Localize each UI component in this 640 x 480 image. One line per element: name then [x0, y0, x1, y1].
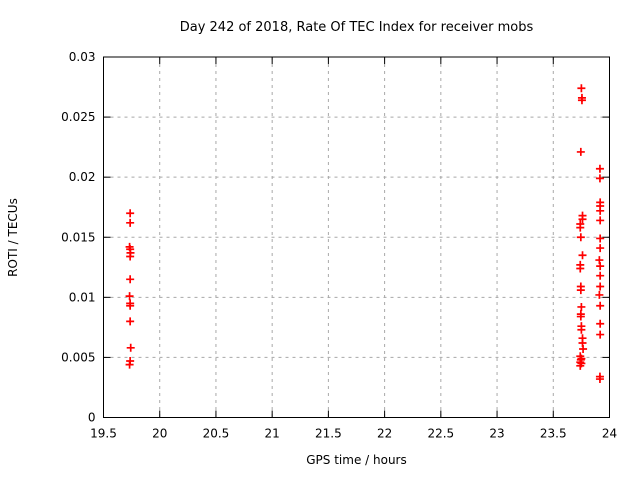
data-point-marker [596, 234, 605, 243]
data-point-marker [126, 252, 135, 261]
x-tick-label: 23.5 [540, 427, 567, 441]
y-tick-label: 0.015 [61, 230, 95, 244]
data-point-marker [596, 330, 605, 339]
data-point-marker [579, 345, 588, 354]
data-point-marker [576, 223, 585, 232]
data-point-marker [576, 312, 585, 321]
x-axis-label: GPS time / hours [306, 453, 407, 467]
data-point-marker [126, 343, 135, 352]
x-tick-label: 22.5 [427, 427, 454, 441]
data-point-marker [595, 290, 604, 299]
data-point-marker [577, 302, 586, 311]
data-point-marker [578, 251, 587, 260]
data-point-marker [125, 292, 134, 301]
data-point-marker [596, 216, 605, 225]
data-point-marker [576, 233, 585, 242]
x-tick-label: 23 [489, 427, 504, 441]
y-tick-label: 0.01 [69, 290, 96, 304]
data-point-marker [576, 361, 585, 370]
y-tick-label: 0.025 [61, 110, 95, 124]
data-point-marker [576, 286, 585, 295]
data-point-marker [596, 206, 605, 215]
x-tick-label: 20.5 [203, 427, 230, 441]
y-axis-label: ROTI / TECUs [6, 198, 20, 277]
data-point-marker [596, 319, 605, 328]
data-point-marker [126, 209, 135, 218]
data-point-marker [596, 301, 605, 310]
x-tick-label: 22 [377, 427, 392, 441]
chart-title: Day 242 of 2018, Rate Of TEC Index for r… [180, 20, 534, 35]
data-point-marker [126, 317, 135, 326]
data-point-marker [126, 301, 135, 310]
data-point-marker [596, 271, 605, 280]
data-point-marker [578, 215, 587, 224]
x-tick-label: 24 [602, 427, 617, 441]
data-point-marker [125, 360, 134, 369]
y-tick-label: 0.02 [69, 170, 96, 184]
data-point-marker [595, 164, 604, 173]
data-point-marker [596, 244, 605, 253]
x-tick-label: 20 [152, 427, 167, 441]
data-point-marker [577, 84, 586, 93]
data-point-marker [595, 174, 604, 183]
grid-layer [103, 57, 610, 418]
data-point-marker [596, 262, 605, 271]
data-point-marker [126, 218, 135, 227]
data-point-marker [596, 282, 605, 291]
y-tick-label: 0.005 [61, 350, 95, 364]
x-tick-label: 21.5 [315, 427, 342, 441]
data-point-marker [576, 264, 585, 273]
x-tick-label: 21 [265, 427, 280, 441]
data-point-marker [577, 325, 586, 334]
data-point-marker [126, 275, 135, 284]
data-point-marker [595, 375, 604, 384]
label-layer: Day 242 of 2018, Rate Of TEC Index for r… [6, 20, 617, 467]
plot-border [103, 56, 610, 418]
y-tick-label: 0 [88, 411, 96, 425]
x-tick-label: 19.5 [90, 427, 117, 441]
data-point-marker [576, 147, 585, 156]
data-point-marker [577, 96, 586, 105]
y-tick-label: 0.03 [69, 50, 96, 64]
data-points [125, 84, 605, 384]
